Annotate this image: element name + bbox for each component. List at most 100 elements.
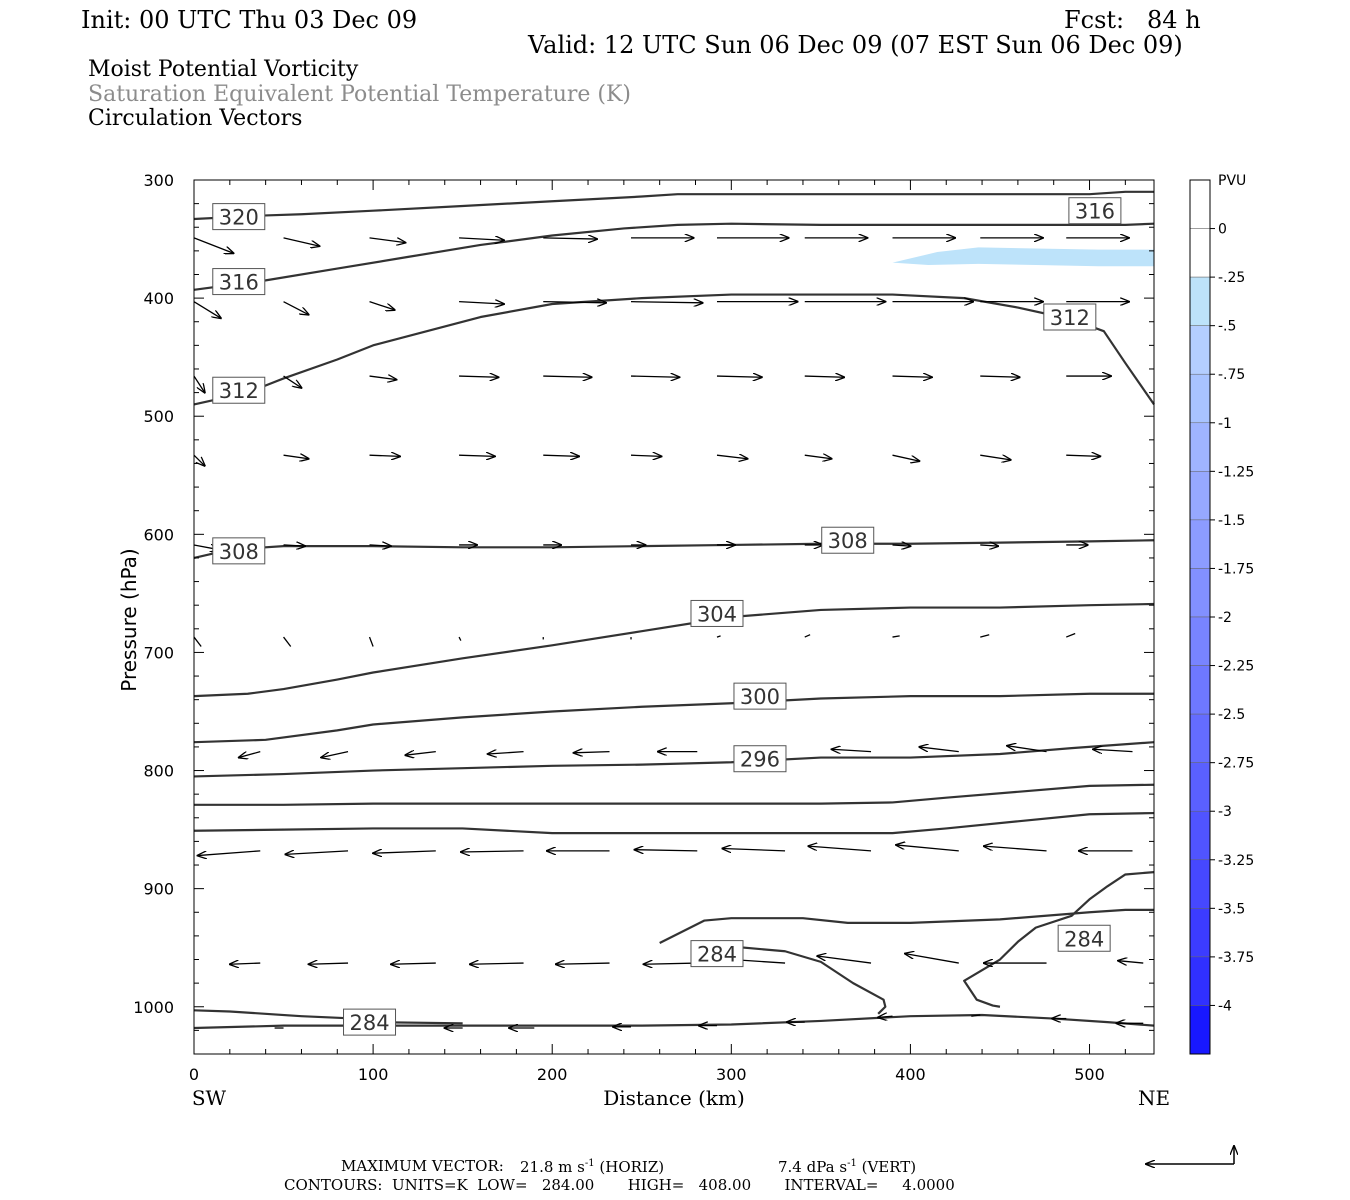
vert-unit: (VERT)	[861, 1158, 917, 1176]
theta-es-contour	[194, 783, 1155, 806]
colorbar-label: 0	[1218, 222, 1227, 238]
colorbar-swatch	[1189, 616, 1211, 666]
contour-info: CONTOURS: UNITS=K LOW= 284.00 HIGH= 408.…	[284, 1176, 955, 1194]
colorbar-label: -3	[1218, 804, 1232, 820]
circulation-vector	[892, 635, 900, 638]
circulation-vector	[283, 375, 302, 388]
circulation-vector	[722, 848, 786, 850]
circulation-vector	[804, 376, 844, 377]
circulation-vector	[892, 376, 932, 377]
contour-label-box	[212, 376, 266, 404]
colorbar-swatch	[1189, 422, 1211, 472]
reference-vector-icon	[1146, 1146, 1234, 1164]
circulation-vector	[369, 455, 400, 456]
circulation-vector	[817, 956, 872, 964]
circulation-vector	[283, 237, 320, 246]
circulation-vector	[1007, 746, 1047, 753]
contour-label-box	[212, 203, 266, 231]
colorbar-label: -3.25	[1218, 853, 1254, 869]
circulation-vector	[971, 1014, 981, 1017]
colorbar-swatch	[1189, 713, 1211, 763]
theta-es-contour	[963, 871, 1155, 1008]
max-vector-vert: 7.4 dPa s-1 (VERT)	[778, 1159, 916, 1175]
colorbar-swatch	[1189, 276, 1211, 326]
y-axis-title: Pressure (hPa)	[117, 548, 141, 691]
circulation-vector	[391, 963, 436, 964]
contour-label: 304	[697, 602, 737, 626]
circulation-vector	[631, 302, 703, 303]
circulation-vector	[488, 752, 524, 754]
y-tick-label: 500	[143, 407, 174, 426]
colorbar-label: -.75	[1218, 367, 1245, 383]
vert-exponent: -1	[847, 1158, 857, 1169]
contour-label-box	[1057, 924, 1111, 952]
colorbar-swatch	[1189, 859, 1211, 909]
x-tick-label: 200	[537, 1065, 568, 1084]
theta-es-contour	[193, 293, 1155, 406]
contour-label-box	[690, 599, 744, 627]
x-tick-label: 0	[189, 1065, 199, 1084]
theta-es-contour	[193, 692, 1154, 744]
circulation-vector	[635, 850, 698, 851]
y-tick-label: 800	[143, 762, 174, 781]
horiz-value: 21.8 m s	[520, 1158, 585, 1176]
circulation-vector	[230, 963, 261, 964]
circulation-vector	[369, 545, 391, 546]
x-endpoint-left: SW	[192, 1086, 227, 1110]
contour-label-box	[212, 268, 266, 296]
x-tick-label: 300	[716, 1065, 747, 1084]
colorbar-swatch	[1189, 568, 1211, 618]
horiz-unit: (HORIZ)	[599, 1158, 665, 1176]
colorbar-label: -3.5	[1218, 901, 1245, 917]
circulation-vector	[1066, 455, 1100, 456]
circulation-vector	[368, 636, 374, 647]
colorbar-label: -1.25	[1218, 464, 1254, 480]
colorbar-label: -.25	[1218, 270, 1245, 286]
contour-label-box	[343, 1008, 397, 1036]
circulation-vector	[984, 846, 1047, 852]
circulation-vector	[373, 851, 436, 853]
circulation-vector	[459, 238, 504, 240]
circulation-vector	[892, 545, 911, 546]
y-tick-label: 1000	[133, 998, 174, 1017]
circulation-vector	[804, 634, 811, 638]
circulation-vector	[321, 751, 349, 758]
circulation-vector	[369, 376, 397, 380]
contour-label-box	[733, 745, 787, 773]
circulation-vector	[630, 376, 679, 377]
y-tick-label: 300	[143, 171, 174, 190]
colorbar-swatch	[1189, 956, 1211, 1006]
contour-label: 316	[219, 271, 259, 295]
y-tick-label: 700	[143, 643, 174, 662]
colorbar-swatch	[1189, 762, 1211, 812]
circulation-vector	[1093, 749, 1133, 751]
contour-label-box	[212, 537, 266, 565]
contour-label: 284	[349, 1011, 389, 1035]
contour-label-box	[1068, 197, 1122, 225]
x-tick-label: 400	[895, 1065, 926, 1084]
colorbar-label: -1.75	[1218, 561, 1254, 577]
contour-label-box	[690, 940, 744, 968]
theta-es-contour	[193, 1009, 463, 1025]
theta-es-contour	[193, 190, 1154, 221]
x-tick-label: 500	[1074, 1065, 1105, 1084]
circulation-vector	[980, 376, 1019, 377]
contour-label-box	[821, 526, 875, 554]
circulation-vector	[285, 851, 349, 855]
theta-es-contour	[193, 539, 1155, 560]
circulation-vector	[283, 636, 292, 647]
colorbar-swatch	[1189, 325, 1211, 375]
circulation-vector	[283, 301, 309, 315]
circulation-vector	[980, 545, 998, 546]
circulation-vector	[1065, 632, 1076, 638]
circulation-vector	[543, 376, 591, 377]
contour-label: 300	[740, 685, 780, 709]
forecast-hour: Fcst: 84 h	[1064, 6, 1201, 34]
circulation-vector	[405, 752, 436, 756]
circulation-vector	[716, 455, 747, 459]
plot-frame	[193, 179, 1155, 1055]
vert-value: 7.4 dPa s	[778, 1158, 848, 1176]
y-tick-label: 600	[143, 525, 174, 544]
pv-shaded-region	[892, 247, 1154, 267]
